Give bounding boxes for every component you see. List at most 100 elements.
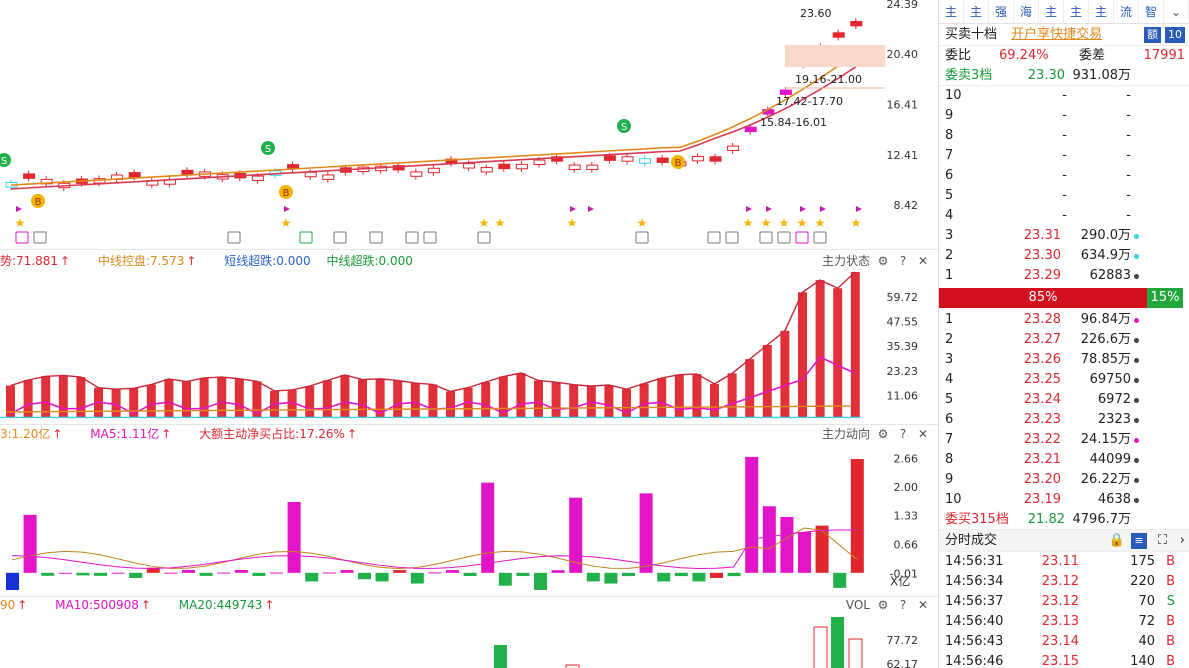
order-level-row[interactable]: 6 - -: [939, 166, 1189, 186]
level-price: 23.23: [1023, 412, 1061, 427]
order-level-row[interactable]: 1 23.28 96.84万: [939, 310, 1189, 330]
close-icon[interactable]: ✕: [917, 598, 929, 612]
axis-tick-label: 47.55: [887, 316, 919, 329]
state-bar: [393, 380, 403, 418]
up-arrow-icon: ↑: [17, 598, 28, 612]
order-level-row[interactable]: 3 23.31 290.0万: [939, 226, 1189, 246]
level-price: 23.21: [1023, 452, 1061, 467]
event-tag-icon: [33, 231, 47, 244]
level-volume: 6972: [1097, 392, 1131, 407]
order-level-row[interactable]: 5 - -: [939, 186, 1189, 206]
order-level-row[interactable]: 8 - -: [939, 126, 1189, 146]
level-price: 23.29: [1023, 268, 1061, 283]
axis-tick-label: 11.06: [887, 390, 919, 403]
pane2-title: 主力动向: [821, 427, 870, 441]
help-icon[interactable]: ?: [899, 598, 907, 612]
flow-bar: [41, 572, 55, 576]
price-tick-label: 20.40: [887, 48, 919, 61]
order-level-row[interactable]: 4 - -: [939, 206, 1189, 226]
level-price: 23.22: [1023, 432, 1061, 447]
pane3-tools: VOL ⚙ ? ✕: [846, 598, 930, 612]
event-tag-icon: [813, 231, 827, 244]
up-arrow-icon: ↑: [346, 427, 358, 441]
level-index: 3: [945, 352, 954, 367]
help-icon[interactable]: ?: [899, 253, 907, 268]
panel-tab[interactable]: 主: [964, 0, 989, 23]
trade-price: 23.14: [1041, 634, 1079, 649]
order-level-row[interactable]: 3 23.26 78.85万: [939, 350, 1189, 370]
state-bar: [58, 375, 68, 418]
up-arrow-icon: ↑: [140, 598, 151, 612]
order-level-row[interactable]: 6 23.23 2323: [939, 410, 1189, 430]
help-icon[interactable]: ?: [899, 426, 907, 441]
order-level-row[interactable]: 10 - -: [939, 86, 1189, 106]
order-level-row[interactable]: 7 23.22 24.15万: [939, 430, 1189, 450]
chart-area[interactable]: 24.39 20.40 16.41 12.41 8.42 23.60 19.16-21.00…: [0, 0, 938, 668]
gear-icon[interactable]: ⚙: [877, 426, 889, 441]
order-level-row[interactable]: 9 23.20 26.22万: [939, 470, 1189, 490]
candle-body: [568, 164, 581, 170]
panel-tab[interactable]: 海: [1014, 0, 1039, 23]
next-icon[interactable]: ›: [1179, 533, 1185, 548]
axis-tick-label: -0.01: [890, 567, 918, 580]
buy-summary-price: 21.82: [1027, 512, 1065, 527]
level-marker-icon: [1134, 358, 1139, 363]
axis-tick-label: 2.00: [894, 481, 919, 494]
panel-tab[interactable]: 主: [1089, 0, 1114, 23]
close-icon[interactable]: ✕: [917, 253, 929, 268]
sell-ratio: 15%: [1147, 288, 1183, 308]
level-index: 2: [945, 332, 954, 347]
gear-icon[interactable]: ⚙: [877, 598, 889, 612]
event-tag-icon: [405, 231, 419, 244]
candle-body: [691, 155, 704, 162]
order-level-row[interactable]: 10 23.19 4638: [939, 490, 1189, 510]
open-account-link[interactable]: 开户享快捷交易: [1011, 27, 1103, 42]
order-level-row[interactable]: 9 - -: [939, 106, 1189, 126]
order-level-row[interactable]: 7 - -: [939, 146, 1189, 166]
weibi-row: 委比 69.24% 委差 17991: [939, 46, 1189, 66]
lock-icon[interactable]: 🔒: [1108, 533, 1125, 548]
buy-summary-label: 委买315档: [945, 512, 1009, 527]
list-view-icon[interactable]: ≡: [1131, 533, 1147, 549]
kline-chart[interactable]: 24.39 20.40 16.41 12.41 8.42 23.60 19.16-21.00…: [0, 0, 938, 250]
axis-tick-label: 1.33: [894, 510, 919, 523]
close-icon[interactable]: ✕: [917, 426, 929, 441]
level-marker-icon: [1134, 498, 1139, 503]
level-price: 23.27: [1023, 332, 1061, 347]
depth-ten-button[interactable]: 10: [1165, 27, 1185, 43]
flow-bar: [428, 572, 442, 574]
volume-chart[interactable]: 77.72 62.17: [0, 613, 938, 668]
event-tag-icon: [15, 231, 29, 244]
panel-tab[interactable]: 智: [1139, 0, 1164, 23]
trade-volume: 175: [1130, 554, 1155, 569]
main-force-state-chart[interactable]: 59.72 47.55 35.39 23.23 11.06: [0, 268, 938, 423]
panel-tab[interactable]: 主: [1039, 0, 1064, 23]
amount-toggle-button[interactable]: 额: [1144, 27, 1161, 43]
expand-icon[interactable]: ⛶: [1157, 533, 1167, 548]
trade-side: B: [1166, 614, 1175, 629]
panel-tab[interactable]: 流: [1114, 0, 1139, 23]
chevron-down-icon[interactable]: ⌄: [1164, 0, 1189, 23]
panel-tab[interactable]: 强: [989, 0, 1014, 23]
trade-time: 14:56:43: [945, 634, 1004, 649]
pane1-title: 主力状态: [821, 254, 870, 268]
panel-tab[interactable]: 主: [1064, 0, 1089, 23]
order-level-row[interactable]: 2 23.30 634.9万: [939, 246, 1189, 266]
price-range-label: 17.42-17.70: [776, 95, 843, 108]
order-level-row[interactable]: 8 23.21 44099: [939, 450, 1189, 470]
order-level-row[interactable]: 2 23.27 226.6万: [939, 330, 1189, 350]
level-index: 8: [945, 128, 954, 143]
event-tag-icon: [707, 231, 721, 244]
order-level-row[interactable]: 5 23.24 6972: [939, 390, 1189, 410]
trade-time: 14:56:31: [945, 554, 1004, 569]
level-price: 23.28: [1023, 312, 1061, 327]
buy-signal-icon: [279, 185, 293, 199]
price-tick-label: 12.41: [887, 149, 919, 162]
order-level-row[interactable]: 1 23.29 62883: [939, 266, 1189, 286]
order-level-row[interactable]: 4 23.25 69750: [939, 370, 1189, 390]
gear-icon[interactable]: ⚙: [877, 253, 889, 268]
legend-item-1: 中线控盘:7.573 ↑: [97, 254, 197, 268]
panel-tab[interactable]: 主: [939, 0, 964, 23]
